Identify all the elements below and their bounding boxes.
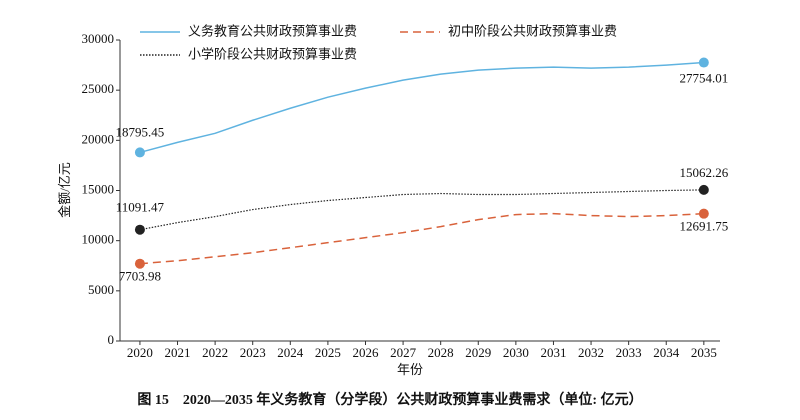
y-tick-label: 15000 bbox=[82, 181, 115, 196]
end-point bbox=[134, 258, 145, 269]
x-tick-label: 2025 bbox=[315, 345, 341, 360]
y-tick-label: 5000 bbox=[88, 282, 114, 297]
series-line bbox=[139, 61, 704, 154]
y-tick-label: 25000 bbox=[82, 81, 115, 96]
legend-label: 义务教育公共财政预算事业费 bbox=[188, 24, 357, 40]
x-tick-label: 2024 bbox=[277, 345, 304, 360]
y-tick-label: 10000 bbox=[82, 232, 115, 247]
x-tick-label: 2032 bbox=[578, 345, 604, 360]
y-tick-label: 20000 bbox=[82, 131, 115, 146]
data-label: 12691.75 bbox=[679, 219, 728, 234]
x-tick-label: 2026 bbox=[352, 345, 379, 360]
x-tick-label: 2034 bbox=[653, 345, 680, 360]
end-point bbox=[134, 224, 145, 235]
x-tick-label: 2031 bbox=[540, 345, 566, 360]
x-tick-label: 2022 bbox=[202, 345, 228, 360]
end-point bbox=[698, 184, 709, 195]
data-label: 7703.98 bbox=[119, 269, 161, 284]
y-axis-label: 金额/亿元 bbox=[57, 162, 72, 218]
end-point bbox=[698, 57, 709, 68]
legend-label: 初中阶段公共财政预算事业费 bbox=[448, 25, 617, 40]
legend-label: 小学阶段公共财政预算事业费 bbox=[188, 47, 357, 63]
x-tick-label: 2030 bbox=[503, 345, 529, 360]
data-label: 27754.01 bbox=[679, 71, 728, 86]
end-point bbox=[134, 147, 145, 158]
x-tick-label: 2028 bbox=[428, 345, 454, 360]
series-line bbox=[139, 189, 704, 231]
y-tick-label: 0 bbox=[108, 332, 115, 347]
x-tick-label: 2027 bbox=[390, 345, 417, 360]
x-tick-label: 2023 bbox=[240, 345, 266, 360]
x-tick-label: 2035 bbox=[691, 345, 717, 360]
y-tick-label: 30000 bbox=[82, 31, 115, 46]
end-point bbox=[698, 208, 709, 219]
data-label: 15062.26 bbox=[679, 165, 728, 180]
data-label: 11091.47 bbox=[116, 200, 165, 215]
x-tick-label: 2029 bbox=[465, 345, 491, 360]
x-axis-label: 年份 bbox=[397, 362, 423, 377]
x-tick-label: 2020 bbox=[127, 345, 153, 360]
data-label: 18795.45 bbox=[116, 124, 165, 139]
x-tick-label: 2033 bbox=[616, 345, 642, 360]
series-line bbox=[139, 212, 704, 265]
x-tick-label: 2021 bbox=[165, 345, 191, 360]
caption: 图 15 2020—2035 年义务教育（分学段）公共财政预算事业费需求（单位:… bbox=[137, 391, 642, 408]
